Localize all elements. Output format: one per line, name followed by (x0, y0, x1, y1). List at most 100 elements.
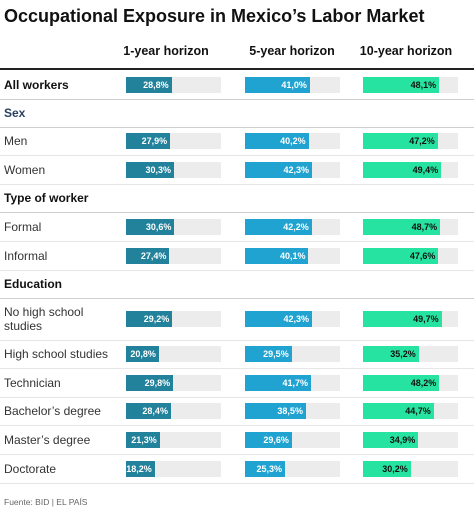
bar-value-label: 40,1% (279, 250, 306, 261)
row-divider (0, 397, 474, 398)
bar-value-label: 38,5% (277, 406, 303, 416)
row-label: High school studies (4, 347, 109, 361)
bar: 42,2% (245, 218, 312, 235)
bar-value-label: 27,9% (141, 136, 168, 146)
bar-track: 41,7% (245, 374, 340, 391)
bar-value-label: 29,8% (144, 377, 171, 388)
bar: 30,3% (126, 161, 174, 178)
bar-value-label: 49,7% (413, 314, 439, 324)
bar: 30,6% (126, 218, 175, 235)
row-label: Men (4, 134, 28, 148)
row-divider (0, 241, 474, 242)
bar-track: 49,4% (363, 161, 458, 178)
bar: 48,1% (363, 76, 440, 93)
bar: 41,7% (245, 374, 312, 391)
bar-track: 30,6% (126, 218, 221, 235)
bar: 21,3% (126, 431, 160, 448)
bar-track: 30,3% (126, 161, 221, 178)
bar-value-label: 47,6% (409, 250, 436, 261)
row-label: Doctorate (4, 461, 57, 476)
bar: 20,8% (126, 346, 159, 362)
row-label: Type of worker (4, 191, 89, 205)
chart-title: Occupational Exposure in Mexico’s Labor … (4, 6, 425, 26)
row-label: All workers (4, 77, 69, 92)
bar-track: 42,3% (245, 161, 340, 178)
column-header-2: 5-year horizon (249, 44, 335, 58)
row-divider (0, 99, 474, 100)
row-label: Women (4, 162, 46, 177)
bar-value-label: 42,3% (283, 314, 309, 324)
bar-value-label: 29,5% (263, 349, 289, 359)
bar-value-label: 30,2% (382, 463, 408, 474)
row-label: Formal (4, 219, 42, 234)
bar-value-label: 41,0% (281, 79, 307, 90)
bar-track: 29,2% (126, 311, 221, 327)
row-divider (0, 127, 474, 128)
bar: 27,9% (126, 133, 171, 149)
bar: 28,8% (126, 76, 172, 93)
bar-track: 38,5% (245, 403, 340, 419)
bar: 40,2% (245, 133, 309, 149)
row-divider (0, 270, 474, 271)
bar-track: 47,6% (363, 247, 458, 264)
bar-value-label: 47,2% (409, 136, 435, 146)
bar: 40,1% (245, 247, 309, 264)
bar: 30,2% (363, 460, 411, 477)
row-divider (0, 425, 474, 426)
bar-value-label: 30,3% (145, 164, 171, 175)
row-divider (0, 298, 474, 299)
bar-track: 47,2% (363, 133, 458, 149)
bar: 49,7% (363, 311, 442, 327)
row-divider (0, 368, 474, 369)
source-note: Fuente: BID | EL PAÍS (4, 497, 88, 507)
row-divider (0, 155, 474, 156)
row-divider (0, 212, 474, 213)
row-divider (0, 340, 474, 341)
bar: 35,2% (363, 346, 419, 362)
bar: 29,2% (126, 311, 173, 327)
bar-value-label: 29,6% (263, 434, 289, 445)
row-divider (0, 454, 474, 455)
bar-value-label: 21,3% (131, 434, 157, 445)
bar-value-label: 28,4% (142, 406, 168, 416)
header-divider (0, 68, 474, 70)
bar-track: 48,2% (363, 374, 458, 391)
row-divider (0, 483, 474, 484)
bar-track: 41,0% (245, 76, 340, 93)
row-label: Bachelor’s degree (4, 404, 101, 418)
bar-track: 48,7% (363, 218, 458, 235)
bar-value-label: 34,9% (389, 434, 416, 445)
bar-value-label: 18,2% (126, 463, 152, 474)
bar-value-label: 48,1% (410, 79, 437, 90)
bar-track: 30,2% (363, 460, 458, 477)
bar: 29,5% (245, 346, 292, 362)
bar-track: 49,7% (363, 311, 458, 327)
row-label: No high school studies (4, 305, 84, 333)
bar-value-label: 49,4% (412, 164, 439, 175)
bar-track: 27,4% (126, 247, 221, 264)
bar: 41,0% (245, 76, 310, 93)
bar-track: 25,3% (245, 460, 340, 477)
bar-track: 44,7% (363, 403, 458, 419)
bar: 29,8% (126, 374, 174, 391)
bar-track: 34,9% (363, 431, 458, 448)
bar-track: 18,2% (126, 460, 221, 477)
bar: 47,2% (363, 133, 438, 149)
bar: 49,4% (363, 161, 442, 178)
bar: 48,7% (363, 218, 441, 235)
bar-value-label: 25,3% (256, 463, 283, 474)
bar: 34,9% (363, 431, 419, 448)
bar-value-label: 28,8% (143, 79, 169, 90)
bar-value-label: 30,6% (145, 221, 172, 232)
bar-track: 42,3% (245, 311, 340, 327)
bar-track: 29,5% (245, 346, 340, 362)
row-label: Master’s degree (4, 432, 91, 447)
bar-value-label: 27,4% (140, 250, 167, 261)
bar-track: 20,8% (126, 346, 221, 362)
bar: 42,3% (245, 311, 312, 327)
bar: 47,6% (363, 247, 439, 264)
bar-track: 21,3% (126, 431, 221, 448)
bar: 18,2% (126, 460, 155, 477)
bar-track: 40,1% (245, 247, 340, 264)
bar: 44,7% (363, 403, 434, 419)
